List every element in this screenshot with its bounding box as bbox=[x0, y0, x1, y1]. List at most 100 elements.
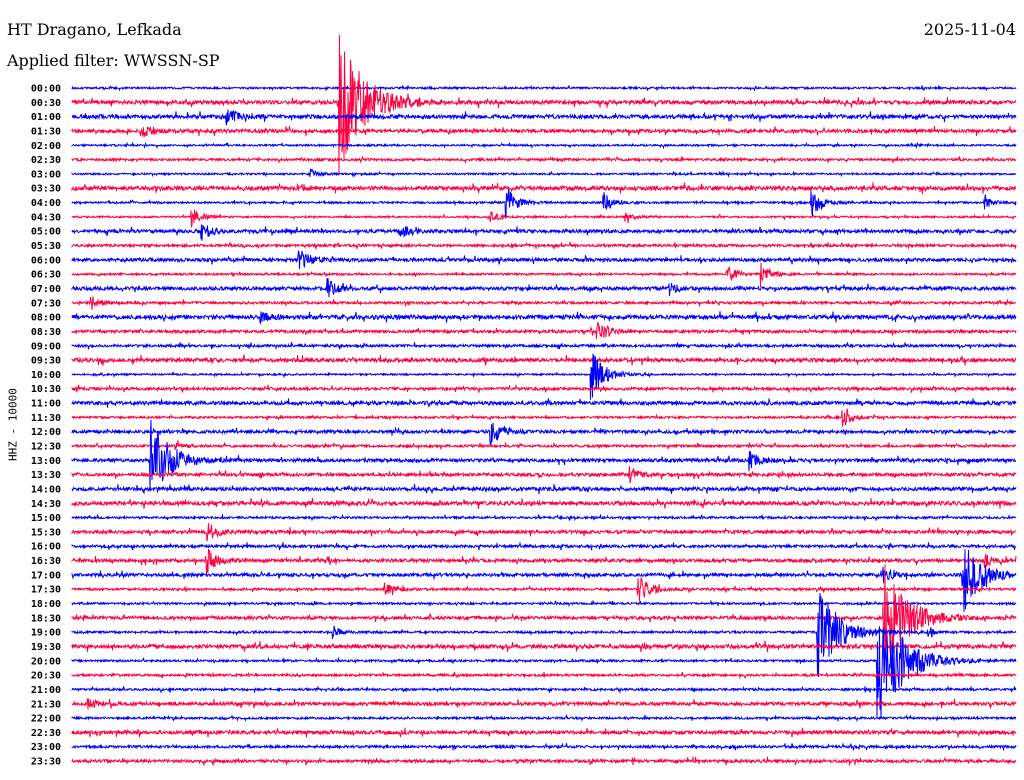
time-label: 06:00 bbox=[31, 255, 61, 266]
time-label: 22:30 bbox=[31, 728, 61, 739]
time-label: 09:30 bbox=[31, 356, 61, 367]
time-label: 20:30 bbox=[31, 671, 61, 682]
time-label: 17:30 bbox=[31, 585, 61, 596]
time-label: 08:00 bbox=[31, 313, 61, 324]
trace-row-0930 bbox=[71, 354, 1017, 366]
time-label: 18:30 bbox=[31, 613, 61, 624]
trace-row-2000 bbox=[71, 626, 1017, 719]
trace-row-2130 bbox=[71, 698, 1017, 710]
trace-row-0130 bbox=[71, 125, 1017, 138]
time-label: 20:00 bbox=[31, 656, 61, 667]
trace-row-0730 bbox=[71, 296, 1017, 310]
trace-row-0430 bbox=[71, 209, 1017, 228]
trace-row-1200 bbox=[71, 422, 1017, 447]
time-label: 21:00 bbox=[31, 685, 61, 696]
time-label: 16:00 bbox=[31, 542, 61, 553]
time-label: 19:30 bbox=[31, 642, 61, 653]
time-label: 09:00 bbox=[31, 341, 61, 352]
time-label: 18:00 bbox=[31, 599, 61, 610]
trace-row-1130 bbox=[71, 408, 1017, 427]
trace-row-1230 bbox=[71, 440, 1016, 450]
trace-row-0400 bbox=[71, 188, 1017, 219]
trace-row-0500 bbox=[71, 224, 1017, 241]
trace-row-1000 bbox=[71, 353, 1017, 400]
trace-row-1930 bbox=[71, 640, 1017, 653]
time-label: 01:30 bbox=[31, 126, 61, 137]
trace-row-0900 bbox=[71, 341, 1017, 351]
trace-row-2330 bbox=[71, 756, 1017, 766]
trace-row-0300 bbox=[71, 168, 1017, 179]
trace-row-0330 bbox=[71, 182, 1017, 195]
trace-row-1330 bbox=[71, 466, 1017, 484]
trace-row-1800 bbox=[71, 599, 1017, 608]
time-label: 17:00 bbox=[31, 570, 61, 581]
trace-row-1400 bbox=[71, 483, 1017, 495]
time-label: 07:00 bbox=[31, 284, 61, 295]
time-label: 04:00 bbox=[31, 198, 61, 209]
trace-row-0630 bbox=[71, 262, 1017, 287]
trace-row-1700 bbox=[71, 549, 1017, 612]
time-label: 03:00 bbox=[31, 169, 61, 180]
time-label: 03:30 bbox=[31, 184, 61, 195]
trace-row-1430 bbox=[71, 498, 1017, 509]
time-label: 00:00 bbox=[31, 84, 61, 95]
trace-row-0530 bbox=[71, 240, 1017, 250]
trace-row-1500 bbox=[71, 513, 1017, 522]
time-label: 22:00 bbox=[31, 714, 61, 725]
trace-row-0000 bbox=[71, 84, 1017, 92]
trace-row-1530 bbox=[71, 523, 1017, 542]
trace-row-1830 bbox=[71, 564, 1017, 667]
time-label: 06:30 bbox=[31, 270, 61, 281]
trace-row-2030 bbox=[71, 671, 1017, 680]
trace-row-2200 bbox=[71, 713, 1017, 723]
time-label: 14:00 bbox=[31, 484, 61, 495]
station-title: HT Dragano, Lefkada bbox=[7, 20, 182, 39]
trace-row-1900 bbox=[71, 593, 1017, 678]
time-label: 15:00 bbox=[31, 513, 61, 524]
filter-label: Applied filter: WWSSN-SP bbox=[7, 51, 220, 70]
trace-row-1730 bbox=[71, 577, 1017, 602]
date-label: 2025-11-04 bbox=[923, 20, 1016, 39]
time-label: 01:00 bbox=[31, 112, 61, 123]
trace-row-2230 bbox=[71, 727, 1017, 738]
time-label: 23:30 bbox=[31, 757, 61, 768]
time-label: 04:30 bbox=[31, 212, 61, 223]
time-label: 12:00 bbox=[31, 427, 61, 438]
time-label: 13:00 bbox=[31, 456, 61, 467]
trace-row-1630 bbox=[71, 548, 1017, 574]
time-label: 11:30 bbox=[31, 413, 61, 424]
time-label: 23:00 bbox=[31, 742, 61, 753]
time-label: 16:30 bbox=[31, 556, 61, 567]
time-label: 02:00 bbox=[31, 141, 61, 152]
trace-row-0200 bbox=[71, 141, 1017, 150]
trace-row-2300 bbox=[71, 742, 1017, 751]
trace-row-0600 bbox=[71, 250, 1017, 270]
trace-row-1300 bbox=[71, 419, 1017, 492]
time-label: 10:30 bbox=[31, 384, 61, 395]
trace-row-2100 bbox=[71, 685, 1017, 694]
trace-row-0830 bbox=[71, 321, 1017, 340]
time-label: 05:30 bbox=[31, 241, 61, 252]
trace-row-1600 bbox=[71, 541, 1017, 551]
time-label: 00:30 bbox=[31, 98, 61, 109]
time-label: 07:30 bbox=[31, 298, 61, 309]
time-label: 08:30 bbox=[31, 327, 61, 338]
trace-row-0230 bbox=[71, 155, 1017, 164]
trace-row-1100 bbox=[71, 398, 1017, 408]
time-label: 02:30 bbox=[31, 155, 61, 166]
time-label: 11:00 bbox=[31, 399, 61, 410]
time-label: 12:30 bbox=[31, 442, 61, 453]
trace-row-0100 bbox=[71, 109, 1017, 126]
time-label: 19:00 bbox=[31, 628, 61, 639]
time-label: 10:00 bbox=[31, 370, 61, 381]
time-label: 15:30 bbox=[31, 527, 61, 538]
time-label: 05:00 bbox=[31, 227, 61, 238]
time-label: 21:30 bbox=[31, 699, 61, 710]
trace-row-1030 bbox=[71, 383, 1017, 394]
trace-row-0030 bbox=[71, 34, 1017, 173]
trace-row-0700 bbox=[71, 278, 1017, 298]
time-label: 14:30 bbox=[31, 499, 61, 510]
trace-row-0800 bbox=[71, 311, 1017, 325]
time-label: 13:30 bbox=[31, 470, 61, 481]
